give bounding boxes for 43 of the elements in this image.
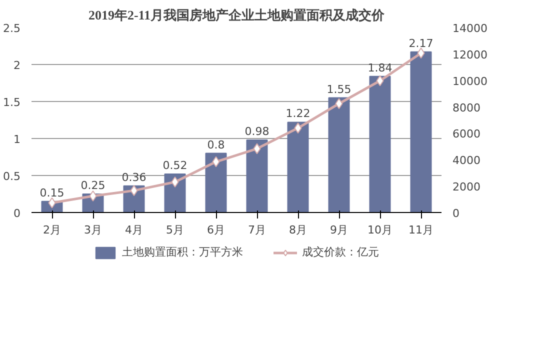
x-tick-label: 9月 bbox=[330, 224, 348, 236]
x-tick-label: 8月 bbox=[289, 224, 307, 236]
bar bbox=[287, 122, 309, 212]
data-label: 1.55 bbox=[326, 82, 352, 96]
y2-tick-label: 14000 bbox=[452, 22, 488, 35]
y2-tick-label: 4000 bbox=[452, 154, 480, 168]
data-label: 2.17 bbox=[408, 36, 434, 50]
y2-tick-label: 0 bbox=[452, 207, 460, 220]
x-tick-label: 5月 bbox=[166, 224, 184, 236]
data-label: 0.25 bbox=[80, 179, 106, 192]
chart-title: 2019年2-11月我国房地产企业土地购置面积及成交价 bbox=[88, 8, 386, 22]
y-tick-label: 2 bbox=[14, 59, 20, 72]
y-tick-label: 0.5 bbox=[3, 170, 21, 183]
bar bbox=[410, 51, 432, 212]
data-label: 1.84 bbox=[368, 61, 392, 74]
legend-label: 土地购置面积：万平方米 bbox=[122, 244, 243, 260]
data-label: 0.15 bbox=[40, 186, 64, 200]
bar bbox=[369, 76, 391, 212]
y2-tick-label: 6000 bbox=[452, 128, 480, 141]
x-tick-label: 3月 bbox=[84, 224, 102, 236]
x-tick-label: 11月 bbox=[408, 224, 434, 236]
x-tick-label: 4月 bbox=[125, 224, 143, 236]
legend-label: 成交价款：亿元 bbox=[302, 244, 379, 260]
data-label: 0.8 bbox=[207, 138, 225, 152]
bar bbox=[205, 152, 227, 212]
x-tick-label: 10月 bbox=[368, 224, 392, 236]
y-tick-label: 0 bbox=[14, 207, 20, 220]
x-tick-label: 7月 bbox=[248, 224, 266, 236]
data-label: 0.36 bbox=[122, 170, 146, 184]
x-tick-label: 6月 bbox=[207, 224, 225, 236]
x-tick-label: 2月 bbox=[43, 224, 61, 236]
bar bbox=[328, 97, 350, 212]
data-label: 0.52 bbox=[162, 159, 188, 172]
y-tick-label: 1 bbox=[14, 133, 20, 146]
data-label: 0.98 bbox=[244, 124, 270, 138]
bar bbox=[246, 139, 268, 212]
data-label: 1.22 bbox=[286, 107, 310, 120]
y2-tick-label: 12000 bbox=[452, 48, 488, 62]
y-tick-label: 2.5 bbox=[3, 22, 21, 35]
y-tick-label: 1.5 bbox=[3, 96, 21, 109]
y2-tick-label: 2000 bbox=[452, 180, 480, 194]
y2-tick-label: 8000 bbox=[452, 101, 480, 114]
y2-tick-label: 10000 bbox=[452, 74, 488, 88]
